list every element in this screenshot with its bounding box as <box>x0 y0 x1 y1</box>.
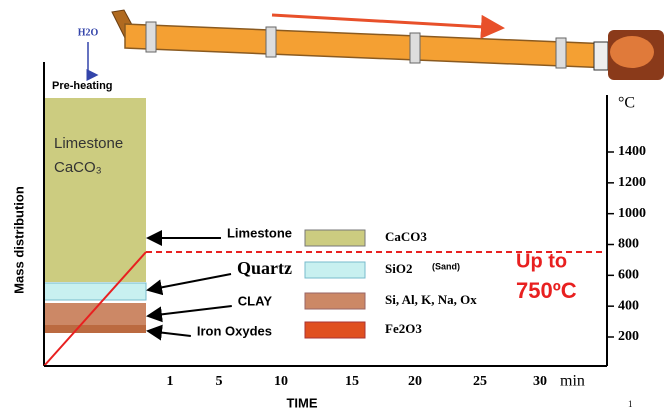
water-label: H2O <box>78 27 99 38</box>
panel-mineral: Limestone <box>54 135 123 152</box>
legend-note: (Sand) <box>432 261 460 271</box>
page-number: 1 <box>628 399 633 409</box>
mass-panel <box>44 62 146 366</box>
temp-tick-label: 1000 <box>618 206 646 221</box>
temp-tick-label: 1200 <box>618 175 646 190</box>
temperature-note: Up to <box>516 250 567 272</box>
legend-swatch <box>305 230 365 246</box>
component-label: CLAY <box>238 293 273 308</box>
component-arrow <box>148 306 232 316</box>
temp-tick-label: 1400 <box>618 144 646 159</box>
time-tick-label: 5 <box>216 374 223 389</box>
component-arrow <box>148 274 231 290</box>
temp-tick-label: 600 <box>618 268 639 283</box>
time-tick-label: 30 <box>533 374 547 389</box>
time-tick-label: 20 <box>408 374 422 389</box>
stage-label: Pre-heating <box>52 80 113 92</box>
panel-formula: CaCO₃ <box>54 159 102 176</box>
temperature-note: 750ºC <box>516 278 577 303</box>
temp-tick-label: 200 <box>618 329 639 344</box>
y-axis-label: Mass distribution <box>11 186 26 294</box>
component-label: Quartz <box>237 258 292 278</box>
time-tick-label: 1 <box>167 374 174 389</box>
temp-unit: °C <box>618 95 635 112</box>
component-label: Iron Oxydes <box>197 323 272 338</box>
time-tick-label: 10 <box>274 374 288 389</box>
temp-tick-label: 800 <box>618 237 639 252</box>
time-tick-label: 25 <box>473 374 487 389</box>
legend-formula: Si, Al, K, Na, Ox <box>385 292 477 307</box>
legend-swatch <box>305 262 365 278</box>
legend-swatch <box>305 322 365 338</box>
component-arrow <box>148 331 191 336</box>
time-tick-label: 15 <box>345 374 359 389</box>
diagram: H2O Pre-heating Limestone CaCO₃ Up to 75… <box>0 0 667 415</box>
legend-swatch <box>305 293 365 309</box>
x-axis-label: TIME <box>286 395 317 410</box>
legend-formula: CaCO3 <box>385 229 427 244</box>
kiln <box>112 10 664 80</box>
legend-formula: SiO2 <box>385 261 412 276</box>
legend-formula: Fe2O3 <box>385 321 422 336</box>
time-unit: min <box>560 373 585 390</box>
temp-tick-label: 400 <box>618 298 639 313</box>
component-label: Limestone <box>227 225 292 240</box>
